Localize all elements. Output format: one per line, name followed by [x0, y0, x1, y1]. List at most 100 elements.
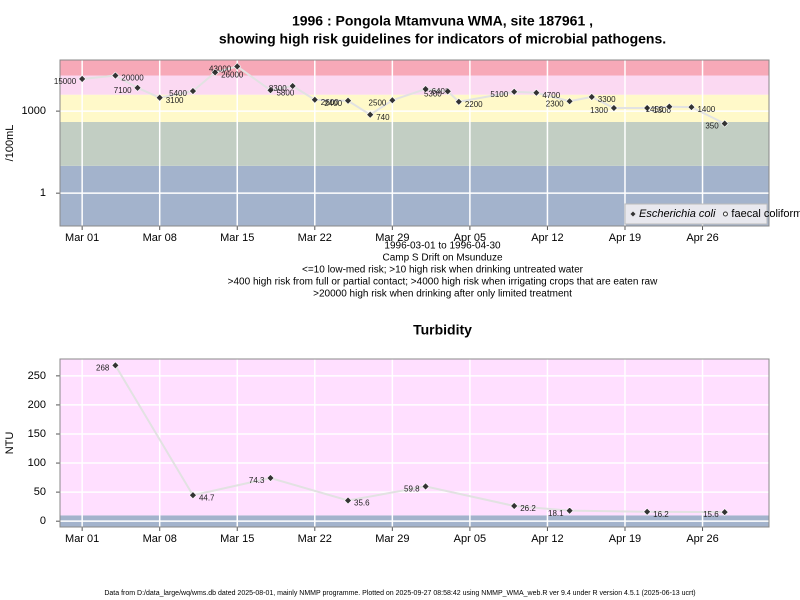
annotation: >20000 high risk when drinking after onl…: [313, 289, 572, 300]
data-point: [565, 506, 574, 515]
data-label: 7100: [114, 86, 132, 95]
x-tick-label: Apr 19: [609, 232, 641, 244]
data-label: 5100: [490, 90, 508, 99]
data-label: 2300: [546, 99, 564, 108]
data-label: 5800: [276, 88, 294, 97]
x-tick-label: Mar 29: [375, 533, 409, 545]
y-tick-label: 200: [28, 399, 46, 411]
data-point: [388, 96, 397, 105]
data-label: 3100: [166, 96, 184, 105]
y-tick-label: 0: [40, 515, 46, 527]
data-label: 1450: [646, 105, 664, 114]
x-tick-label: Apr 12: [531, 533, 563, 545]
data-point: [211, 68, 220, 77]
data-label: 26000: [221, 71, 244, 80]
plot-area: [60, 359, 769, 527]
data-label: 5400: [169, 89, 187, 98]
data-point: [78, 75, 87, 83]
chart-title: Turbidity: [413, 322, 472, 338]
data-label: 20000: [121, 74, 144, 83]
data-point: [266, 474, 275, 482]
x-tick-label: Mar 15: [220, 533, 254, 545]
plot-area: [60, 60, 769, 226]
data-label: 1300: [590, 106, 608, 115]
y-axis-label: NTU: [4, 432, 16, 455]
y-tick-label: 50: [34, 486, 46, 498]
legend-label: Escherichia coli: [639, 208, 716, 220]
data-label: 26.2: [520, 504, 536, 513]
x-tick-label: Mar 01: [65, 232, 99, 244]
annotation: Camp S Drift on Msunduze: [382, 253, 502, 264]
x-tick-label: Apr 05: [454, 533, 486, 545]
data-point: [565, 97, 574, 106]
x-tick-label: Mar 22: [298, 232, 332, 244]
data-label: 3300: [598, 95, 616, 104]
data-label: 2200: [465, 100, 483, 109]
data-point: [643, 507, 652, 516]
data-label: 18.1: [548, 509, 564, 518]
data-point: [454, 97, 463, 106]
data-point: [510, 502, 519, 510]
data-label: 740: [376, 113, 390, 122]
data-label: 4700: [542, 91, 560, 100]
data-point: [720, 119, 729, 128]
data-point: [111, 71, 120, 80]
y-tick-label: 150: [28, 428, 46, 440]
data-label: 5300: [424, 89, 442, 98]
risk-band: [60, 60, 769, 76]
data-label: 74.3: [249, 476, 265, 485]
x-tick-label: Apr 12: [531, 232, 563, 244]
x-tick-label: Apr 19: [609, 533, 641, 545]
legend-marker: [630, 211, 636, 217]
x-tick-label: Mar 01: [65, 533, 99, 545]
data-point: [155, 93, 164, 102]
data-label: 2500: [369, 98, 387, 107]
data-point: [665, 102, 674, 111]
x-tick-label: Apr 26: [686, 232, 718, 244]
x-tick-label: Mar 08: [143, 232, 177, 244]
data-label: 350: [705, 122, 719, 131]
footer: Data from D:/data_large/wq/wms.db dated …: [104, 590, 695, 597]
data-point: [288, 82, 297, 90]
plot-border: [59, 358, 770, 528]
data-point: [510, 87, 519, 96]
legend-label: faecal coliforms: [731, 208, 800, 220]
data-point: [366, 110, 375, 119]
y-tick-label: 100: [28, 457, 46, 469]
data-label: 15.6: [703, 510, 719, 519]
data-point: [189, 491, 197, 500]
annotation: 1996-03-01 to 1996-04-30: [384, 241, 501, 252]
data-label: 15000: [54, 77, 77, 86]
data-label: 1300: [653, 106, 671, 115]
plot-border: [59, 59, 770, 227]
annotation: >400 high risk from full or partial cont…: [228, 277, 658, 288]
y-axis-label: /100mL: [4, 125, 16, 162]
x-tick-label: Mar 22: [298, 533, 332, 545]
y-tick-label: 250: [28, 370, 46, 382]
data-label: 2400: [324, 99, 342, 108]
data-label: 16.2: [653, 510, 669, 519]
risk-band: [60, 122, 769, 166]
x-tick-label: Mar 08: [143, 533, 177, 545]
legend-marker: [722, 211, 728, 217]
data-label: 1400: [697, 105, 715, 114]
data-point: [421, 482, 430, 491]
chart-subtitle: showing high risk guidelines for indicat…: [219, 31, 666, 47]
data-point: [587, 93, 596, 101]
data-point: [344, 496, 352, 505]
data-point: [720, 508, 729, 517]
data-point: [443, 87, 452, 96]
data-label: 6400: [432, 87, 450, 96]
y-tick-label: 1000: [22, 105, 46, 117]
data-point: [421, 85, 430, 93]
x-tick-label: Apr 26: [686, 533, 718, 545]
data-point: [111, 361, 120, 370]
data-label: 268: [96, 364, 110, 373]
y-tick-label: 1: [40, 187, 46, 199]
data-point: [687, 103, 696, 112]
annotation: <=10 low-med risk; >10 high risk when dr…: [302, 265, 584, 276]
data-label: 2600: [321, 98, 339, 107]
data-label: 43000: [209, 65, 232, 74]
